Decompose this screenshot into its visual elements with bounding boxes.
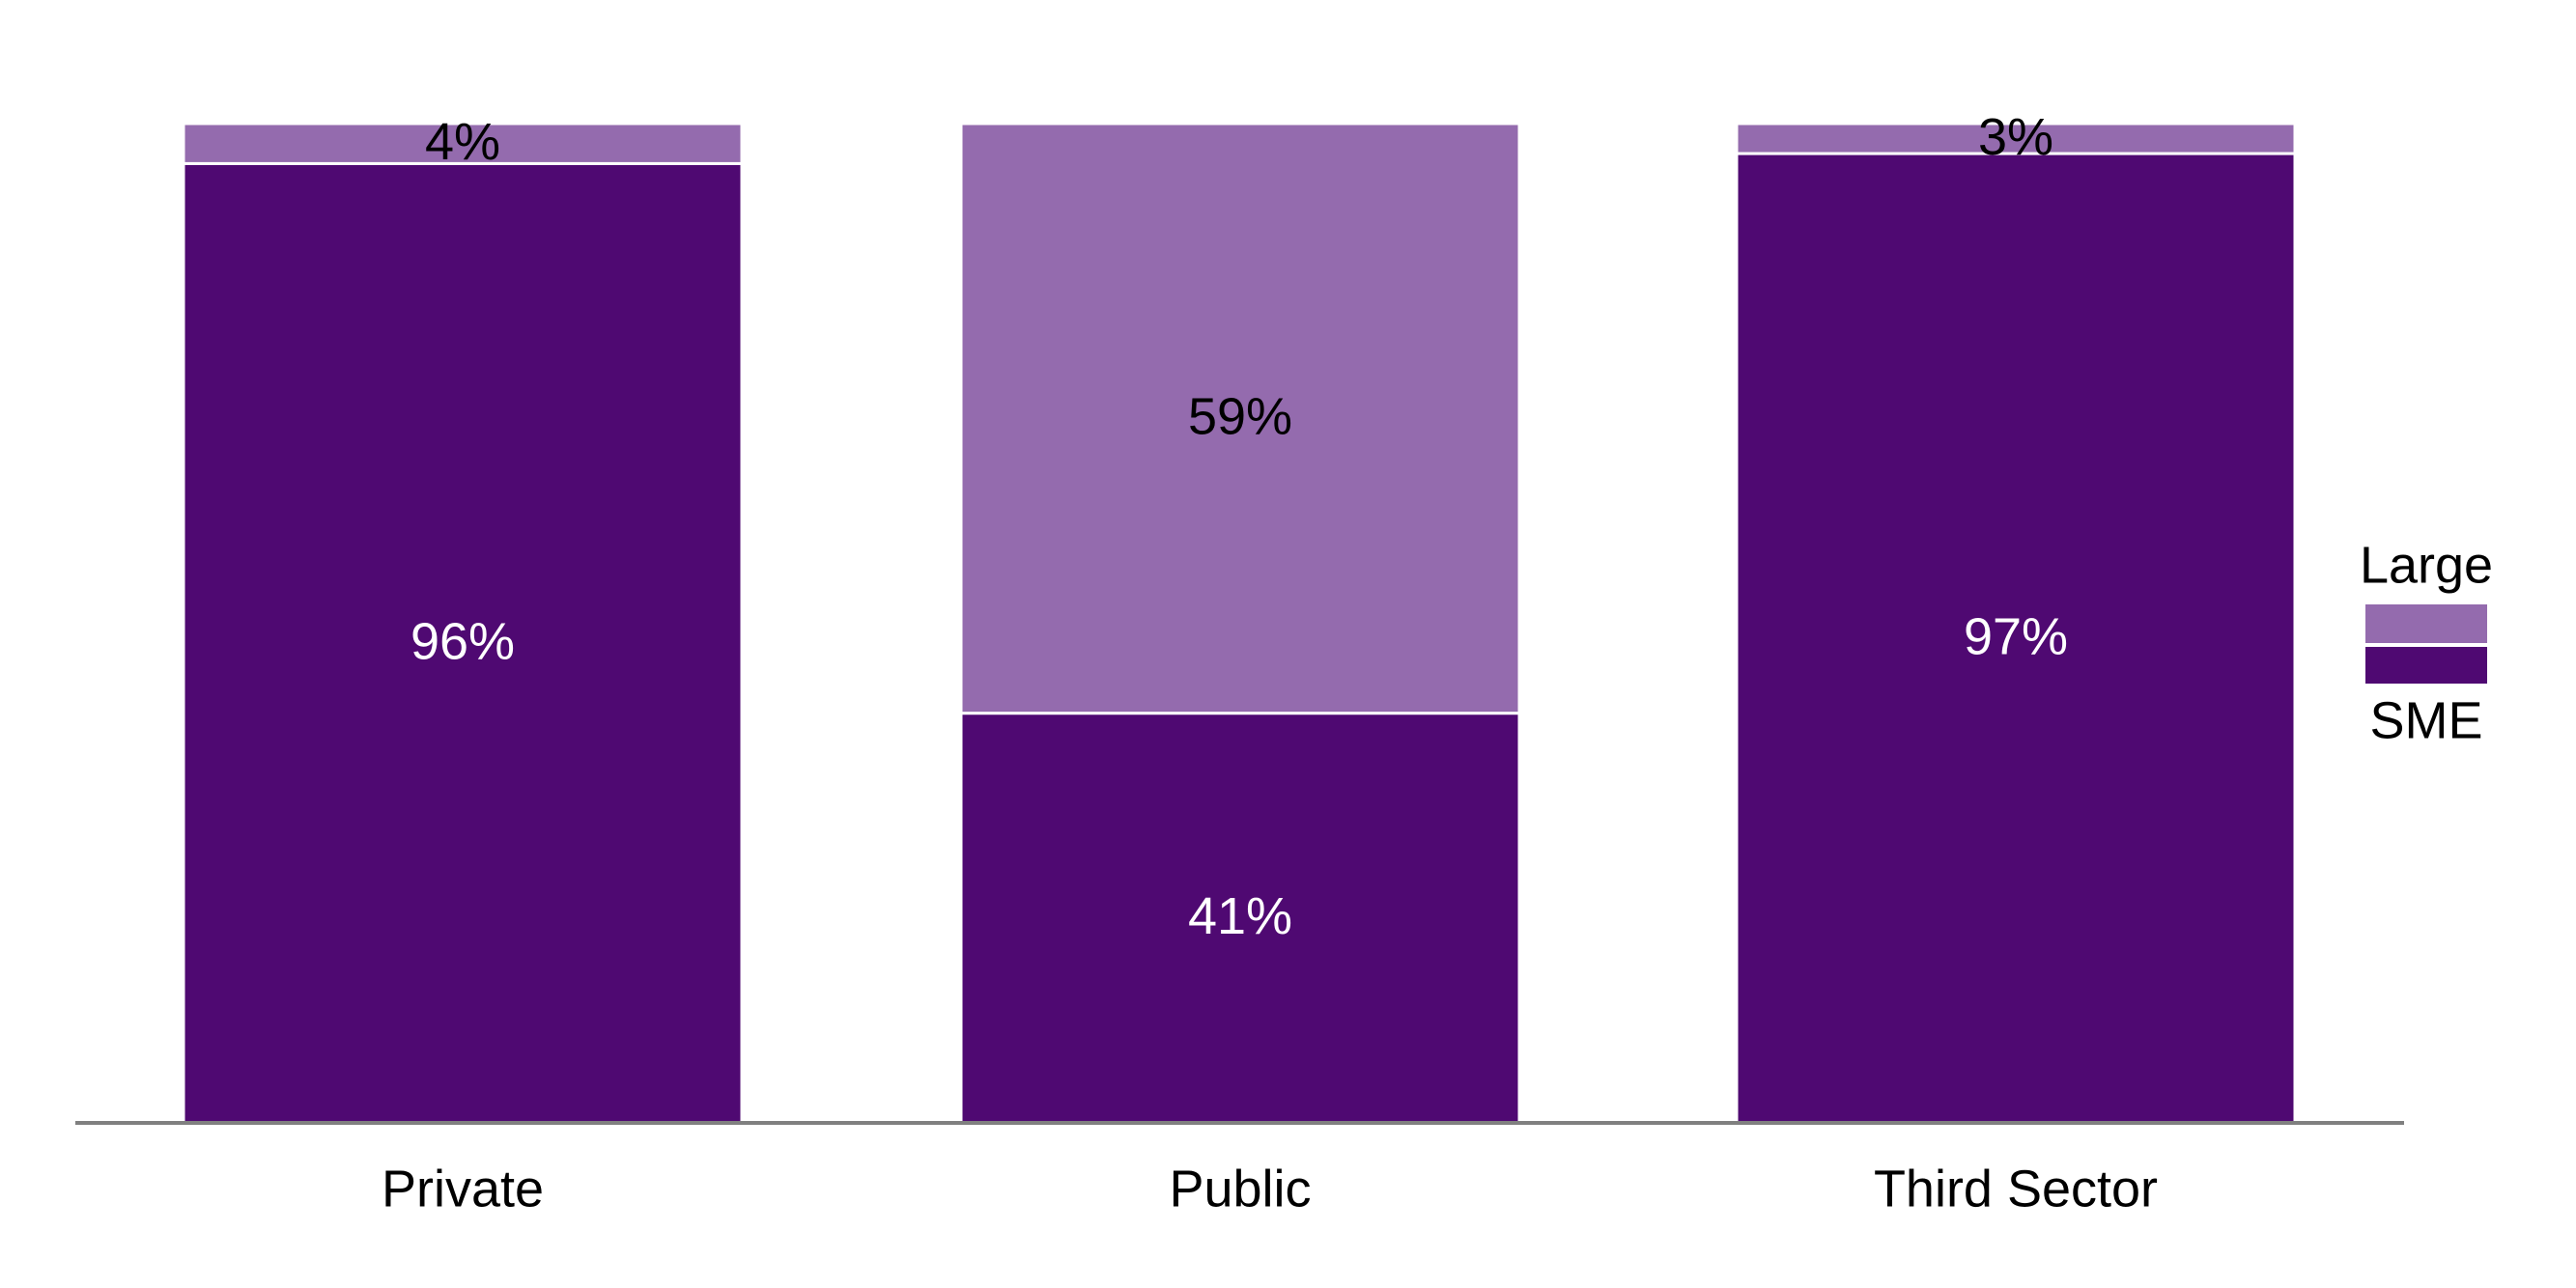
bar-segment (1735, 122, 2297, 155)
legend-label: SME (2369, 691, 2482, 749)
bar-segment (1735, 152, 2297, 1125)
value-label: 3% (1978, 108, 2053, 166)
x-tick-label: Private (382, 1160, 544, 1218)
x-tick-label: Third Sector (1874, 1160, 2158, 1218)
value-label: 97% (1964, 607, 2068, 665)
value-label: 96% (410, 612, 515, 670)
x-tick-label: Public (1169, 1160, 1311, 1218)
value-label: 41% (1188, 887, 1292, 945)
legend-swatch (2365, 604, 2487, 643)
bar-segment (959, 122, 1521, 715)
legend-swatch (2365, 647, 2487, 684)
legend-label: Large (2360, 536, 2493, 594)
bar-segment (182, 161, 744, 1125)
value-label: 59% (1188, 388, 1292, 446)
bar-segment (182, 122, 744, 165)
value-label: 4% (425, 113, 500, 171)
